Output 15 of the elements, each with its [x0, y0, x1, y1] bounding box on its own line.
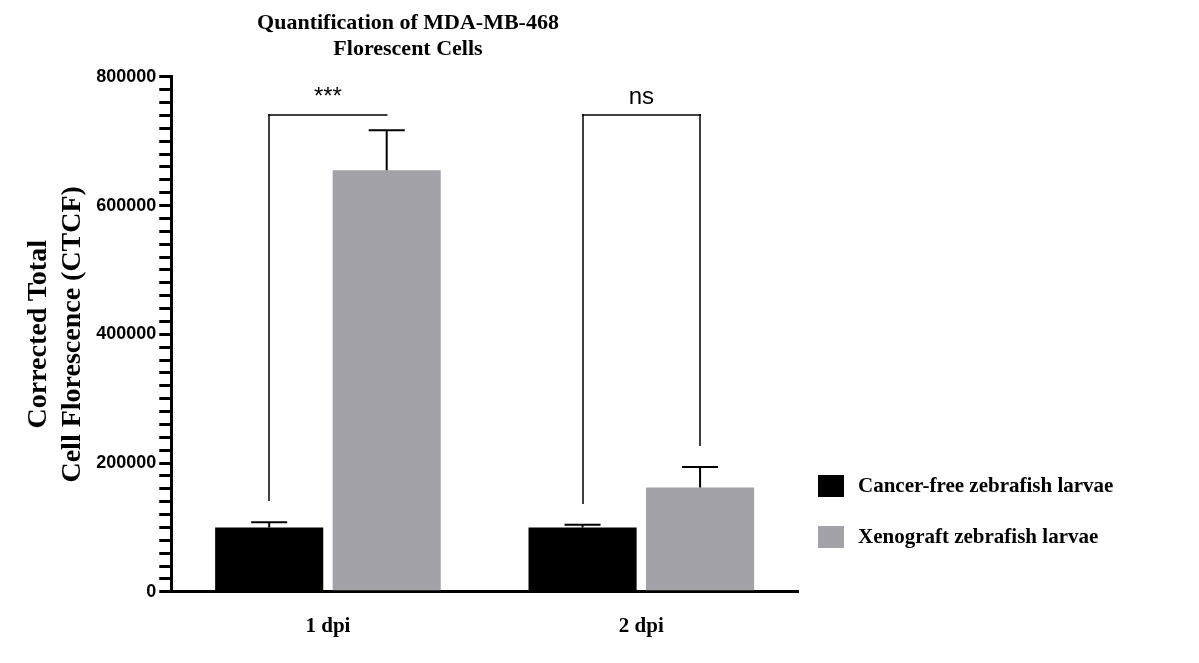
chart-title: Quantification of MDA-MB-468 Florescent Cells — [257, 8, 559, 61]
annotation: *** — [312, 80, 343, 111]
y-tick-label: 600000 — [96, 194, 157, 215]
y-axis-title: Corrected Total Cell Florescence (CTCF) — [21, 186, 86, 483]
annotation: ns — [627, 80, 655, 111]
y-tick-label: 800000 — [96, 65, 157, 86]
bar — [332, 170, 441, 591]
y-tick-label: 200000 — [96, 452, 157, 473]
x-tick-label: 2 dpi — [618, 612, 664, 637]
x-tick-label: 1 dpi — [305, 612, 351, 637]
legend-label: Cancer-free zebrafish larvae — [858, 473, 1114, 498]
legend-label: Xenograft zebrafish larvae — [858, 524, 1099, 549]
bar — [646, 487, 755, 591]
y-tick-label: 400000 — [96, 323, 157, 344]
y-tick-label: 0 — [146, 580, 157, 601]
